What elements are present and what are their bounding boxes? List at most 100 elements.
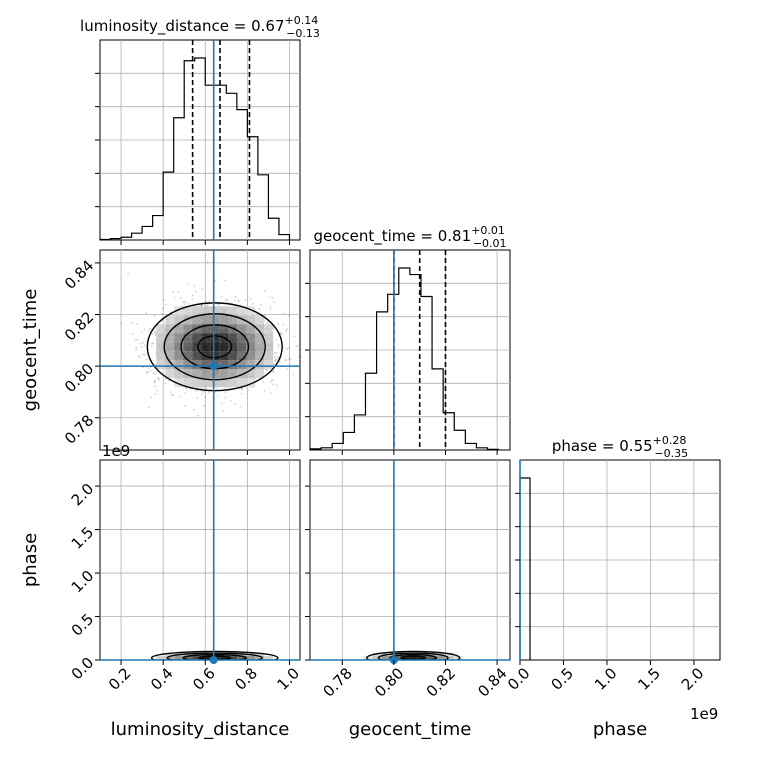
density-cell (192, 652, 202, 657)
contour-level-4 (146, 302, 283, 392)
sample-point (286, 348, 289, 351)
sample-point (293, 335, 296, 338)
sample-point (153, 381, 156, 384)
contour-level-3 (166, 652, 263, 660)
density-cell (237, 315, 247, 325)
density-cell (165, 351, 175, 361)
sample-point (183, 303, 186, 305)
density-cell (165, 333, 175, 343)
density-cell (264, 351, 274, 361)
sample-point (152, 372, 155, 375)
sample-point (127, 273, 129, 275)
sample-point (279, 361, 281, 363)
density-cell (246, 378, 256, 388)
density-cell (201, 369, 211, 379)
sample-point (222, 410, 225, 412)
density-panel-luminosity_distance-phase (150, 650, 279, 660)
sample-point (303, 319, 305, 321)
sample-point (258, 307, 261, 310)
sample-point (234, 295, 237, 298)
panel-frame-phase-vs-geocent (309, 459, 511, 661)
sample-point (224, 396, 227, 399)
sample-point (224, 279, 227, 282)
sample-point (281, 332, 283, 335)
sample-point (226, 298, 228, 301)
sample-point (251, 302, 254, 305)
sample-point (145, 358, 148, 361)
density-cell (255, 324, 265, 334)
y-tick-label-phase: 2.0 (68, 480, 98, 510)
density-cell (246, 351, 256, 361)
contour-level-4 (150, 650, 279, 660)
sample-point (179, 297, 182, 299)
sample-point (160, 313, 163, 315)
density-cell (183, 324, 193, 334)
density-cell (192, 351, 202, 361)
histogram-phase (519, 477, 531, 660)
sample-point (179, 395, 182, 398)
density-cell (228, 378, 238, 388)
sample-point (272, 371, 275, 373)
sample-point (277, 357, 280, 360)
sample-point (239, 406, 242, 408)
density-cell (237, 656, 247, 660)
sample-point (151, 342, 154, 345)
x-tick-label-luminosity_distance: 0.8 (231, 664, 261, 694)
density-cell (246, 315, 256, 325)
sample-point (284, 359, 287, 361)
sample-point (197, 414, 199, 417)
density-cell (183, 342, 193, 352)
density-cell (165, 324, 175, 334)
sample-point (143, 344, 146, 347)
density-cell (228, 342, 238, 352)
sample-point (269, 296, 272, 299)
sample-point (157, 379, 160, 381)
sample-point (263, 389, 266, 392)
title-phase: phase = 0.55+0.28 −0.35 (552, 434, 688, 460)
density-cell (183, 656, 193, 660)
density-cell (201, 306, 211, 316)
y-axis-label-geocent-time: geocent_time (20, 289, 41, 412)
panel-frame-geocent-vs-luminosity (99, 249, 301, 451)
density-cell (192, 315, 202, 325)
sample-point (140, 346, 143, 348)
sample-point (141, 353, 144, 356)
y-offset-label-phase: 1e9 (102, 442, 130, 460)
density-cell (165, 369, 175, 379)
sample-point (137, 355, 140, 358)
sample-point (237, 300, 240, 303)
x-offset-label-phase: 1e9 (690, 705, 718, 723)
x-tick-label-phase: 2.0 (678, 664, 708, 694)
density-cell (219, 342, 229, 352)
density-cell (156, 351, 166, 361)
sample-point (184, 391, 187, 394)
sample-point (289, 358, 292, 361)
density-cell (174, 369, 184, 379)
sample-point (177, 291, 180, 294)
x-axis-label-geocent-time: geocent_time (349, 719, 472, 740)
x-axis-label-phase: phase (593, 719, 647, 740)
sample-point (135, 348, 137, 351)
y-tick-label-geocent_time: 0.84 (61, 257, 97, 293)
density-cell (408, 656, 418, 660)
density-cell (210, 324, 220, 334)
x-tick-label-geocent_time: 0.80 (371, 664, 407, 700)
sample-point (154, 372, 157, 375)
density-cell (174, 360, 184, 370)
sample-point (338, 354, 340, 356)
density-cell (156, 360, 166, 370)
sample-point (153, 381, 156, 383)
density-cell (210, 342, 220, 352)
density-cell (192, 369, 202, 379)
density-cell (165, 652, 175, 657)
sample-point (295, 345, 297, 347)
density-cell (192, 306, 202, 316)
x-tick-label-luminosity_distance: 1.0 (273, 664, 303, 694)
sample-point (266, 321, 269, 323)
sample-point (136, 323, 138, 325)
density-cell (255, 360, 265, 370)
density-cell (219, 378, 229, 388)
density-cell (453, 656, 463, 660)
sample-point (262, 381, 265, 384)
density-cell (219, 306, 229, 316)
